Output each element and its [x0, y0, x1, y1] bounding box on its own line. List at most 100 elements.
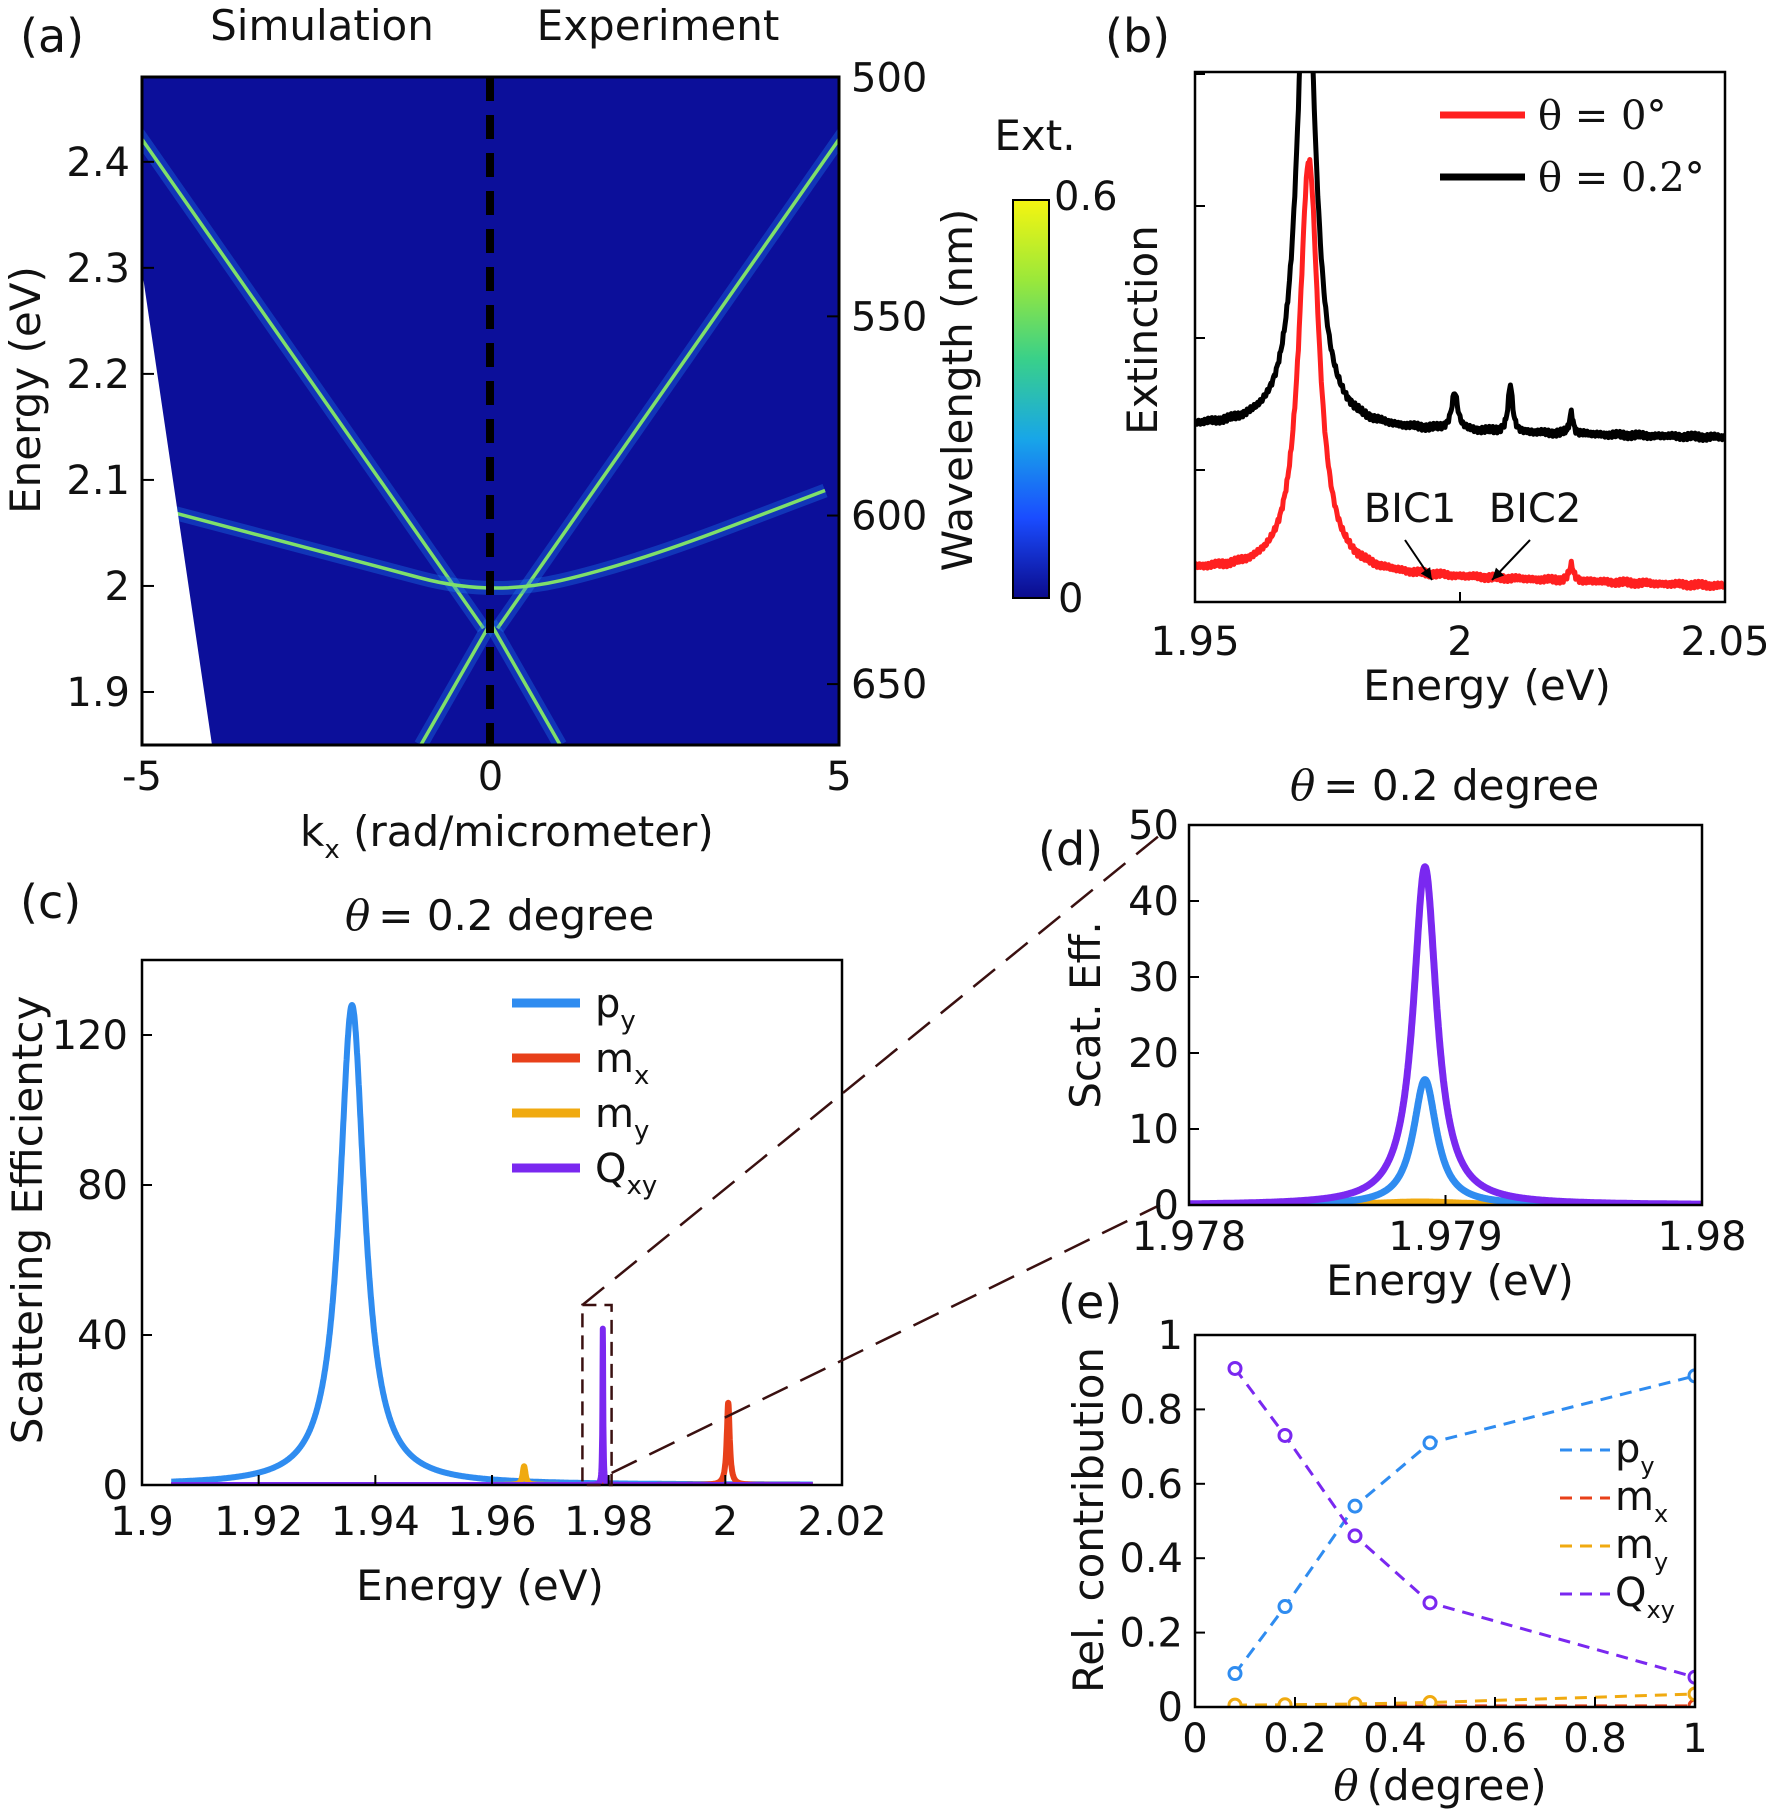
series-point-3 [1227, 1360, 1243, 1376]
y-axis-label: Energy (eV) [1, 266, 50, 514]
annotation-arrowhead [1420, 567, 1432, 580]
series-point-0 [1687, 1368, 1695, 1384]
panel-a-label: (a) [20, 9, 84, 63]
panel-d-label: (d) [1038, 822, 1103, 876]
x-label-theta: θ [1333, 1761, 1358, 1810]
zoom-box [581, 1303, 613, 1487]
zoom-curves [1189, 863, 1702, 1205]
y-tick-label: 120 [52, 1013, 128, 1059]
y-tick-label: 2.4 [66, 140, 130, 186]
series-point-3 [1277, 1427, 1293, 1443]
x-tick-label: 1.98 [1657, 1214, 1746, 1260]
x-label-sub: x [324, 835, 339, 865]
series-point-2 [1687, 1686, 1695, 1702]
x-tick-label: 2.05 [1680, 619, 1766, 665]
panel-b-label: (b) [1105, 9, 1170, 63]
legend-label: mx [1615, 1474, 1668, 1528]
legend-sub: xy [626, 1171, 657, 1201]
legend-label: Qxy [1615, 1570, 1675, 1624]
title-theta: θ [1290, 761, 1315, 810]
legend-sub: y [1654, 1548, 1668, 1576]
legend-label: my [1615, 1522, 1668, 1576]
legend: θ = 0° θ = 0.2° [1440, 93, 1705, 201]
legend-label: Qxy [595, 1146, 657, 1201]
x-tick-label: 1 [1682, 1716, 1707, 1762]
y-tick-label: 0.2 [1119, 1611, 1183, 1657]
panel-e-label: (e) [1058, 1275, 1122, 1329]
series-point-2 [1227, 1697, 1243, 1707]
lower-band-right [488, 622, 562, 745]
x-axis-ticks: 1.9 1.92 1.94 1.96 1.98 2 2.02 [110, 1475, 887, 1545]
legend-label: py [1615, 1426, 1655, 1480]
series-point-2 [1347, 1696, 1363, 1707]
x-tick-label: 0.2 [1263, 1716, 1327, 1762]
y-tick-label: 1.9 [66, 670, 130, 716]
zoom-rect [581, 1303, 613, 1487]
title-text: = 0.2 degree [1323, 761, 1599, 810]
legend-label: mx [595, 1036, 649, 1091]
y-tick-label: 10 [1128, 1107, 1179, 1153]
chart-title: θ = 0.2 degree [345, 891, 654, 940]
wavelength-ticks: 500 550 600 650 [827, 55, 927, 708]
extinction-curves [1195, 72, 1725, 592]
y-axis-ticks [1195, 73, 1205, 471]
panel-a: (a) Simulation Experiment -5 0 5 1.9 2 2.1 2.… [1, 1, 1118, 865]
y-tick-label: 2.2 [66, 352, 130, 398]
x-axis-ticks: 0 0.2 0.4 0.6 0.8 1 [1182, 1697, 1708, 1762]
heatmap-frame [140, 75, 841, 747]
x-axis-label: kx (rad/micrometer) [300, 807, 714, 865]
y-tick-label: 0 [103, 1463, 128, 1509]
colorbar-max: 0.6 [1054, 174, 1118, 220]
lower-band-left [419, 622, 493, 745]
chart-title: θ = 0.2 degree [1290, 761, 1599, 810]
title-theta: θ [345, 891, 370, 940]
y-axis-label: Rel. contribution [1064, 1347, 1113, 1693]
connector-bottom [611, 1203, 1161, 1475]
x-tick-label: 1.9 [110, 1499, 174, 1545]
annotation-label: BIC2 [1489, 486, 1582, 532]
zoom-connectors [581, 834, 1161, 1475]
y-axis-label: Scat. Eff. [1061, 921, 1110, 1108]
series-line-0 [1195, 157, 1725, 592]
dispersive-band-right [496, 136, 839, 630]
x-axis-ticks: 1.95 2 2.05 [1150, 592, 1766, 665]
y-axis-ticks: 0 0.2 0.4 0.6 0.8 1 [1119, 1313, 1205, 1731]
column-title-experiment: Experiment [537, 1, 780, 50]
y-tick-label: 0 [1154, 1183, 1179, 1229]
y-tick-label: 50 [1128, 803, 1179, 849]
flat-band [169, 488, 826, 590]
plot-frame [1193, 70, 1727, 604]
x-tick-label: 0.8 [1563, 1716, 1627, 1762]
x-tick-label: -5 [122, 754, 162, 800]
legend-label: my [595, 1091, 649, 1146]
x-tick-label: 2 [713, 1499, 738, 1545]
annotation-arrowhead [1492, 567, 1505, 580]
x-tick-label: 1.96 [447, 1499, 536, 1545]
series-point-2 [1277, 1697, 1293, 1707]
legend-label: θ = 0.2° [1538, 155, 1705, 201]
x-axis-label: Energy (eV) [356, 1561, 604, 1610]
x-axis-label: Energy (eV) [1363, 661, 1611, 710]
legend-sub: x [634, 1061, 649, 1091]
y-axis-label: Scattering Efficientcy [3, 996, 52, 1445]
y-tick-label: 0 [1158, 1685, 1183, 1731]
panel-c: (c) θ = 0.2 degree 1.9 1.92 1.94 1.96 1.98 2 2.… [3, 875, 887, 1610]
y-axis-label: Extinction [1118, 225, 1167, 435]
x-tick-label: 2 [1447, 619, 1472, 665]
colorbar-title: Ext. [994, 111, 1075, 160]
panel-c-label: (c) [20, 875, 81, 929]
x-tick-label: 0 [478, 754, 503, 800]
y-tick-label: 2 [105, 564, 130, 610]
x-tick-label: 1.94 [331, 1499, 420, 1545]
wavelength-tick-label: 600 [851, 494, 927, 540]
legend-sub: y [1640, 1452, 1654, 1480]
series-point-0 [1277, 1599, 1293, 1615]
y-tick-label: 40 [77, 1313, 128, 1359]
y-tick-label: 0.4 [1119, 1536, 1183, 1582]
legend-sub: x [1654, 1500, 1668, 1528]
x-tick-label: 1.979 [1388, 1214, 1503, 1260]
panel-d: (d) θ = 0.2 degree 1.978 1.979 1.98 0 10 20 30… [1038, 761, 1747, 1305]
x-axis-label: Energy (eV) [1326, 1256, 1574, 1305]
series-line-2 [1234, 1692, 1695, 1707]
